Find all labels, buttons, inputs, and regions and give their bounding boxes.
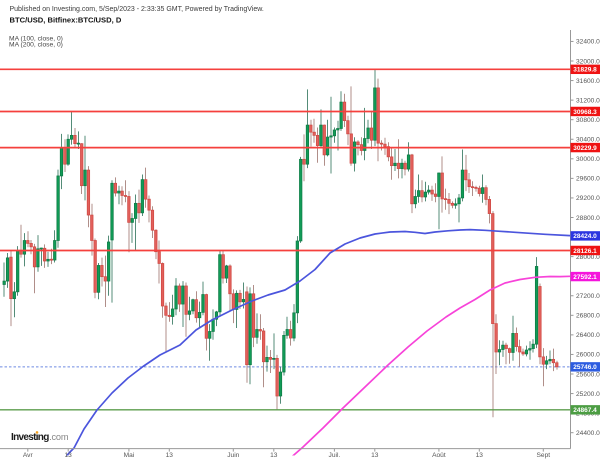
svg-text:.com: .com	[49, 432, 69, 442]
svg-text:13: 13	[371, 452, 379, 459]
svg-text:30400.0: 30400.0	[576, 137, 600, 144]
svg-text:Published on Investing.com, 5/: Published on Investing.com, 5/Sep/2023 -…	[10, 6, 264, 13]
svg-text:28126.1: 28126.1	[573, 248, 597, 255]
svg-text:Juil.: Juil.	[329, 452, 341, 459]
svg-text:29600.0: 29600.0	[576, 176, 600, 183]
svg-text:Août: Août	[432, 452, 446, 459]
svg-text:30800.0: 30800.0	[576, 117, 600, 124]
svg-text:26400.0: 26400.0	[576, 332, 600, 339]
svg-text:26000.0: 26000.0	[576, 352, 600, 359]
svg-text:27592.1: 27592.1	[573, 274, 597, 281]
svg-text:32400.0: 32400.0	[576, 39, 600, 46]
svg-text:25600.0: 25600.0	[576, 371, 600, 378]
svg-text:31829.8: 31829.8	[573, 67, 597, 74]
svg-text:Mai: Mai	[124, 452, 135, 459]
svg-text:26800.0: 26800.0	[576, 313, 600, 320]
svg-text:28800.0: 28800.0	[576, 215, 600, 222]
svg-text:Avr: Avr	[23, 452, 34, 459]
svg-text:30000.0: 30000.0	[576, 156, 600, 163]
svg-text:Investing: Investing	[11, 432, 49, 443]
svg-text:24400.0: 24400.0	[576, 430, 600, 437]
svg-text:13: 13	[65, 452, 73, 459]
svg-text:30968.3: 30968.3	[573, 109, 597, 116]
svg-text:30229.9: 30229.9	[573, 145, 597, 152]
svg-text:25746.0: 25746.0	[573, 364, 597, 371]
svg-text:32000.0: 32000.0	[576, 58, 600, 65]
svg-text:29200.0: 29200.0	[576, 195, 600, 202]
svg-text:13: 13	[476, 452, 484, 459]
svg-text:27200.0: 27200.0	[576, 293, 600, 300]
svg-text:MA (200, close, 0): MA (200, close, 0)	[9, 42, 63, 49]
svg-text:24867.4: 24867.4	[573, 407, 597, 414]
svg-text:13: 13	[166, 452, 174, 459]
svg-text:31200.0: 31200.0	[576, 97, 600, 104]
svg-text:BTC/USD, Bitfinex:BTC/USD, D: BTC/USD, Bitfinex:BTC/USD, D	[10, 16, 122, 25]
svg-text:13: 13	[270, 452, 278, 459]
svg-text:25200.0: 25200.0	[576, 391, 600, 398]
svg-text:31600.0: 31600.0	[576, 78, 600, 85]
svg-text:Sept: Sept	[537, 452, 551, 459]
svg-text:Juin: Juin	[227, 452, 239, 459]
svg-text:28424.0: 28424.0	[573, 233, 597, 240]
